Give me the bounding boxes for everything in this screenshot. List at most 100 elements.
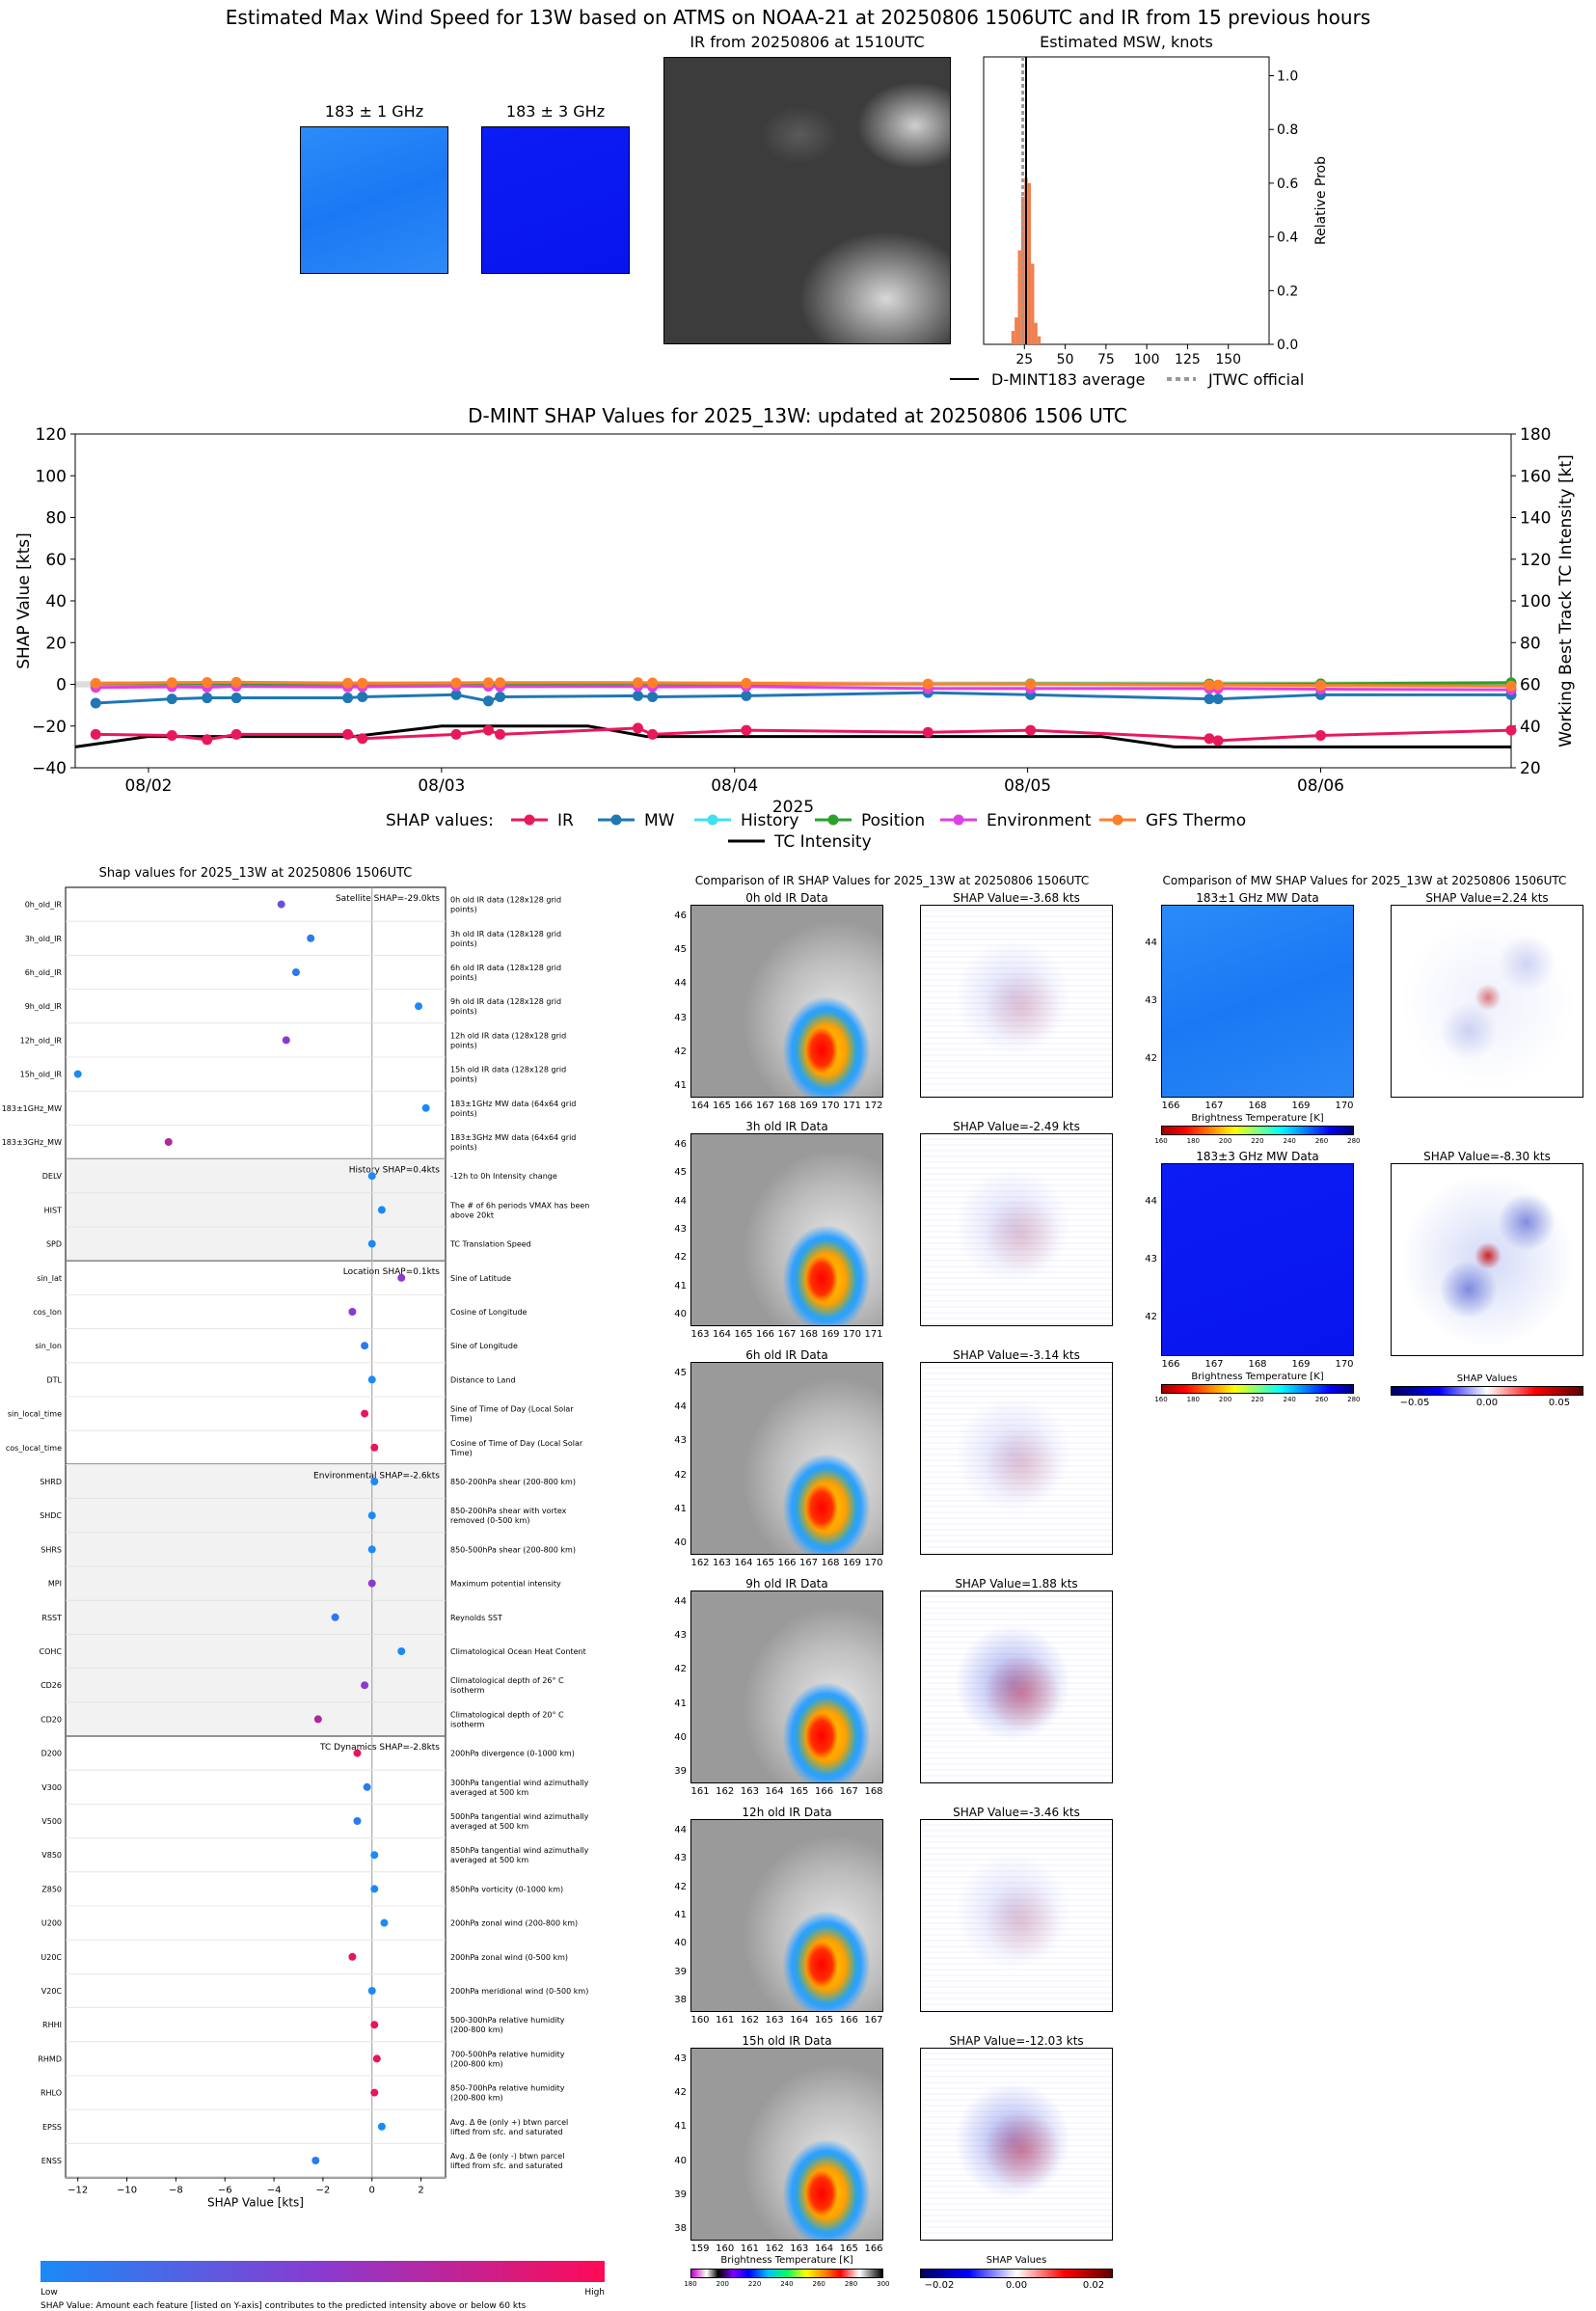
mw-xtick-label: 167 xyxy=(1204,1359,1224,1370)
mw-colorbar-tick: 260 xyxy=(1314,1137,1329,1145)
series-point xyxy=(1314,729,1326,741)
series-point xyxy=(1314,680,1326,692)
series-point xyxy=(632,690,643,701)
series-point xyxy=(357,677,368,689)
feature-dot xyxy=(348,1308,357,1316)
series-point xyxy=(450,689,462,700)
feature-name: 3h_old_IR xyxy=(25,935,63,943)
legend-jtwc-label: JTWC official xyxy=(1207,370,1304,389)
feature-name: RHHI xyxy=(42,2021,62,2029)
feature-name: 12h_old_IR xyxy=(20,1036,63,1045)
scatter-xtick-label: −2 xyxy=(316,2186,331,2196)
feature-name: 9h_old_IR xyxy=(25,1002,63,1011)
feature-name: sin_local_time xyxy=(8,1410,62,1419)
feature-name: ENSS xyxy=(41,2157,62,2165)
ir-xtick-label: 165 xyxy=(815,2015,834,2026)
series-point xyxy=(922,726,933,738)
series-point xyxy=(922,678,933,690)
ir-xtick-label: 166 xyxy=(839,2015,858,2026)
mw-shap-colorbar-label: SHAP Values xyxy=(1456,1373,1518,1384)
ts-ytick-label: 0 xyxy=(56,676,67,695)
ir-xtick-label: 165 xyxy=(790,1786,809,1797)
ir-image xyxy=(690,905,883,1098)
scatter-xtick-label: −12 xyxy=(68,2186,88,2196)
mw-shap-image xyxy=(1391,905,1583,1098)
feature-dot xyxy=(370,1478,379,1485)
mw2-title: 183 ± 3 GHz xyxy=(505,102,606,121)
ir-ytick-label: 39 xyxy=(674,1966,687,1977)
ir-colorbar-tick: 240 xyxy=(780,2280,794,2288)
ir-panel-title: 6h old IR Data xyxy=(745,1348,828,1362)
legend-marker xyxy=(827,814,839,826)
ir-shap-title: SHAP Value=-2.49 kts xyxy=(953,1120,1080,1133)
feature-name: 6h_old_IR xyxy=(25,968,63,977)
feature-dot xyxy=(361,1681,369,1690)
ir-ytick-label: 41 xyxy=(674,1280,687,1291)
group-label: Environmental SHAP=-2.6kts xyxy=(313,1471,440,1481)
ir-shap-colorbar-label: SHAP Values xyxy=(986,2255,1047,2266)
feature-desc: 500-300hPa relative humidity xyxy=(450,2016,565,2025)
ir-image xyxy=(690,2048,883,2241)
feature-desc: points) xyxy=(450,973,477,982)
ir-ytick-label: 42 xyxy=(674,1046,687,1057)
intensity-line xyxy=(74,724,1511,748)
feature-name: cos_lon xyxy=(33,1308,62,1317)
feature-name: RSST xyxy=(41,1614,62,1622)
feature-dot xyxy=(367,1579,376,1588)
feature-desc: 850-200hPa shear (200-800 km) xyxy=(450,1478,576,1486)
hist-bar xyxy=(1031,263,1035,344)
mw-ytick-label: 42 xyxy=(1145,1312,1157,1322)
feature-name: sin_lon xyxy=(35,1342,62,1350)
ir-ytick-label: 44 xyxy=(674,1825,687,1835)
ir-ytick-label: 39 xyxy=(674,1766,687,1777)
feature-dot xyxy=(377,1206,386,1214)
colorbar-low: Low xyxy=(41,2288,58,2297)
mw-shap-colorbar-tick: 0.05 xyxy=(1548,1398,1571,1408)
ir-panel-title: 15h old IR Data xyxy=(742,2034,832,2048)
ir-ytick-label: 40 xyxy=(674,1537,687,1548)
feature-desc: 3h old IR data (128x128 grid xyxy=(450,930,561,938)
ir-image xyxy=(690,1362,883,1555)
feature-dot xyxy=(370,1443,379,1452)
ir-shap-title: SHAP Value=1.88 kts xyxy=(955,1577,1078,1591)
feature-desc: points) xyxy=(450,1109,477,1118)
feature-desc: 500hPa tangential wind azimuthally xyxy=(450,1812,589,1821)
ir-colorbar-tick: 300 xyxy=(877,2280,890,2288)
feature-desc: points) xyxy=(450,1075,477,1084)
hist-bar xyxy=(1037,336,1041,344)
feature-desc: Cosine of Longitude xyxy=(450,1308,527,1317)
feature-dot xyxy=(291,968,300,976)
ir-ytick-label: 43 xyxy=(674,1012,687,1023)
ts-xtick-label: 08/05 xyxy=(1004,776,1051,796)
mw-shap-title: SHAP Value=-8.30 kts xyxy=(1423,1150,1551,1163)
series-point xyxy=(342,677,354,689)
feature-dot xyxy=(353,1817,362,1825)
ir-image xyxy=(690,1133,883,1326)
feature-name: RHLO xyxy=(41,2089,62,2098)
ir-shap-title: SHAP Value=-3.46 kts xyxy=(953,1806,1080,1819)
hist-xtick-label: 125 xyxy=(1175,352,1201,367)
ir-ytick-label: 43 xyxy=(674,1853,687,1864)
mw-colorbar-tick: 240 xyxy=(1283,1137,1296,1145)
ir-shap-colorbar-tick: −0.02 xyxy=(924,2280,955,2291)
ir-panel-title: 12h old IR Data xyxy=(742,1806,832,1819)
group-label: Location SHAP=0.1kts xyxy=(343,1267,441,1277)
hist-xtick-label: 100 xyxy=(1134,352,1160,367)
feature-desc: removed (0-500 km) xyxy=(450,1516,529,1525)
series-point xyxy=(482,724,494,736)
ir-xtick-label: 162 xyxy=(716,1786,735,1797)
hist-ytick-label: 1.0 xyxy=(1277,68,1298,84)
ir-xtick-label: 163 xyxy=(765,2015,784,2026)
feature-name: CD20 xyxy=(41,1715,62,1724)
mw-comparison-title: Comparison of MW SHAP Values for 2025_13… xyxy=(1162,874,1567,887)
mw-xtick-label: 170 xyxy=(1335,1359,1354,1370)
feature-desc: Climatological depth of 26° C xyxy=(450,1676,564,1685)
ir-xtick-label: 166 xyxy=(815,1786,834,1797)
scatter-xtick-label: 2 xyxy=(418,2186,423,2196)
ir-xtick-label: 165 xyxy=(839,2243,858,2254)
series-point xyxy=(482,695,494,707)
feature-desc: Cosine of Time of Day (Local Solar xyxy=(450,1439,583,1448)
mw-colorbar-label: Brightness Temperature [K] xyxy=(1191,1372,1324,1382)
ir-xtick-label: 163 xyxy=(790,2243,809,2254)
ir-xtick-label: 169 xyxy=(798,1101,819,1111)
